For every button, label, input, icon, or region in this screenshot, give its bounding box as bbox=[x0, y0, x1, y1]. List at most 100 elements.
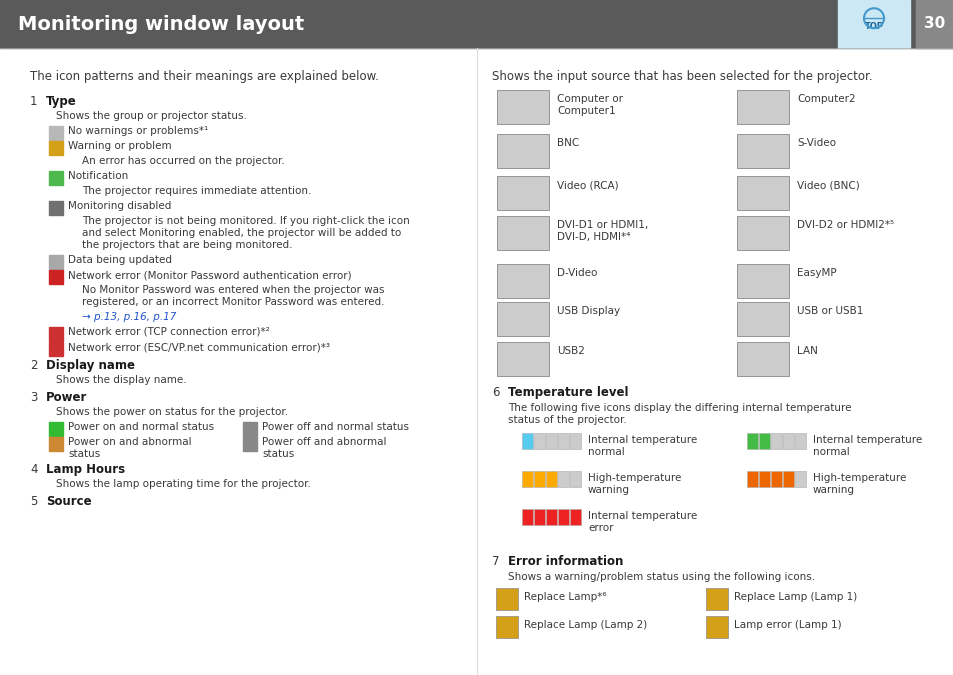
Text: 4: 4 bbox=[30, 463, 37, 476]
Text: normal: normal bbox=[587, 447, 624, 457]
Text: normal: normal bbox=[812, 447, 849, 457]
Text: status of the projector.: status of the projector. bbox=[507, 415, 626, 425]
Bar bbox=[782, 471, 793, 487]
Text: 3: 3 bbox=[30, 391, 37, 404]
Text: Shows the lamp operating time for the projector.: Shows the lamp operating time for the pr… bbox=[56, 479, 311, 489]
Text: 30: 30 bbox=[923, 16, 944, 32]
Text: warning: warning bbox=[587, 485, 629, 495]
Text: Internal temperature: Internal temperature bbox=[812, 435, 922, 445]
Bar bbox=[521, 433, 533, 449]
Text: 2: 2 bbox=[30, 359, 37, 372]
Bar bbox=[243, 437, 256, 451]
Text: → p.13, p.16, p.17: → p.13, p.16, p.17 bbox=[82, 312, 176, 322]
Text: status: status bbox=[262, 449, 294, 459]
Text: LAN: LAN bbox=[796, 346, 817, 356]
Bar bbox=[521, 509, 533, 525]
Text: Network error (ESC/VP.net communication error)*³: Network error (ESC/VP.net communication … bbox=[68, 342, 330, 352]
Bar bbox=[545, 509, 557, 525]
Text: USB or USB1: USB or USB1 bbox=[796, 306, 862, 316]
Text: and select Monitoring enabled, the projector will be added to: and select Monitoring enabled, the proje… bbox=[82, 228, 401, 238]
Text: An error has occurred on the projector.: An error has occurred on the projector. bbox=[82, 156, 284, 166]
Text: The icon patterns and their meanings are explained below.: The icon patterns and their meanings are… bbox=[30, 70, 378, 83]
Bar bbox=[497, 176, 548, 210]
Text: Internal temperature: Internal temperature bbox=[587, 511, 697, 521]
Bar bbox=[49, 171, 63, 185]
Text: Network error (TCP connection error)*²: Network error (TCP connection error)*² bbox=[68, 327, 270, 337]
Text: Replace Lamp (Lamp 1): Replace Lamp (Lamp 1) bbox=[733, 592, 857, 602]
Text: status: status bbox=[68, 449, 100, 459]
Bar bbox=[569, 471, 580, 487]
Text: Shows the group or projector status.: Shows the group or projector status. bbox=[56, 111, 247, 121]
Bar bbox=[737, 176, 788, 210]
Bar bbox=[497, 216, 548, 250]
Text: warning: warning bbox=[812, 485, 854, 495]
Text: Power off and abnormal: Power off and abnormal bbox=[262, 437, 386, 447]
Text: Computer or: Computer or bbox=[557, 94, 622, 104]
Text: Power on and abnormal: Power on and abnormal bbox=[68, 437, 192, 447]
Bar bbox=[521, 471, 533, 487]
Bar bbox=[737, 264, 788, 298]
Bar bbox=[837, 0, 909, 48]
Text: High-temperature: High-temperature bbox=[587, 473, 680, 483]
Bar bbox=[497, 264, 548, 298]
Text: No Monitor Password was entered when the projector was: No Monitor Password was entered when the… bbox=[82, 285, 384, 295]
Bar bbox=[49, 437, 63, 451]
Text: Network error (Monitor Password authentication error): Network error (Monitor Password authenti… bbox=[68, 270, 352, 280]
Bar bbox=[746, 433, 758, 449]
Text: Power: Power bbox=[46, 391, 88, 404]
Text: DVI-D, HDMI*⁴: DVI-D, HDMI*⁴ bbox=[557, 232, 630, 242]
Text: No warnings or problems*¹: No warnings or problems*¹ bbox=[68, 126, 208, 136]
Bar bbox=[737, 342, 788, 376]
Text: Replace Lamp (Lamp 2): Replace Lamp (Lamp 2) bbox=[523, 620, 646, 630]
Bar bbox=[705, 588, 727, 610]
Text: 5: 5 bbox=[30, 495, 37, 508]
Bar bbox=[497, 302, 548, 336]
Text: Video (RCA): Video (RCA) bbox=[557, 180, 618, 190]
Bar bbox=[497, 134, 548, 168]
Text: Monitoring window layout: Monitoring window layout bbox=[18, 14, 304, 34]
Bar bbox=[569, 509, 580, 525]
Text: USB2: USB2 bbox=[557, 346, 584, 356]
Bar bbox=[569, 433, 580, 449]
Bar bbox=[49, 422, 63, 436]
Text: Error information: Error information bbox=[507, 555, 622, 568]
Bar bbox=[794, 471, 805, 487]
Bar bbox=[496, 588, 517, 610]
Bar bbox=[737, 216, 788, 250]
Text: The projector is not being monitored. If you right-click the icon: The projector is not being monitored. If… bbox=[82, 216, 410, 226]
Text: Shows the input source that has been selected for the projector.: Shows the input source that has been sel… bbox=[492, 70, 872, 83]
Text: Display name: Display name bbox=[46, 359, 135, 372]
Text: TOP: TOP bbox=[863, 22, 882, 31]
Text: The following five icons display the differing internal temperature: The following five icons display the dif… bbox=[507, 403, 851, 413]
Text: Notification: Notification bbox=[68, 171, 128, 181]
Text: S-Video: S-Video bbox=[796, 138, 835, 148]
Text: Video (BNC): Video (BNC) bbox=[796, 180, 859, 190]
Text: Power on and normal status: Power on and normal status bbox=[68, 422, 213, 432]
Bar bbox=[737, 302, 788, 336]
Text: Computer1: Computer1 bbox=[557, 106, 615, 116]
Text: Warning or problem: Warning or problem bbox=[68, 141, 172, 151]
Text: Type: Type bbox=[46, 95, 76, 108]
Bar bbox=[558, 509, 568, 525]
Text: 6: 6 bbox=[492, 386, 499, 399]
Text: The projector requires immediate attention.: The projector requires immediate attenti… bbox=[82, 186, 311, 196]
Bar bbox=[770, 471, 781, 487]
Bar bbox=[737, 90, 788, 124]
Text: EasyMP: EasyMP bbox=[796, 268, 836, 278]
Bar bbox=[49, 141, 63, 155]
Text: DVI-D1 or HDMI1,: DVI-D1 or HDMI1, bbox=[557, 220, 648, 230]
Text: Monitoring disabled: Monitoring disabled bbox=[68, 201, 172, 211]
Text: USB Display: USB Display bbox=[557, 306, 619, 316]
Text: Computer2: Computer2 bbox=[796, 94, 855, 104]
Text: Internal temperature: Internal temperature bbox=[587, 435, 697, 445]
Bar bbox=[545, 471, 557, 487]
Bar bbox=[49, 126, 63, 140]
Text: Source: Source bbox=[46, 495, 91, 508]
Text: Shows the power on status for the projector.: Shows the power on status for the projec… bbox=[56, 407, 288, 417]
Bar bbox=[49, 327, 63, 341]
Text: Power off and normal status: Power off and normal status bbox=[262, 422, 409, 432]
Text: BNC: BNC bbox=[557, 138, 578, 148]
Bar bbox=[770, 433, 781, 449]
Text: Lamp Hours: Lamp Hours bbox=[46, 463, 125, 476]
Bar bbox=[49, 342, 63, 356]
